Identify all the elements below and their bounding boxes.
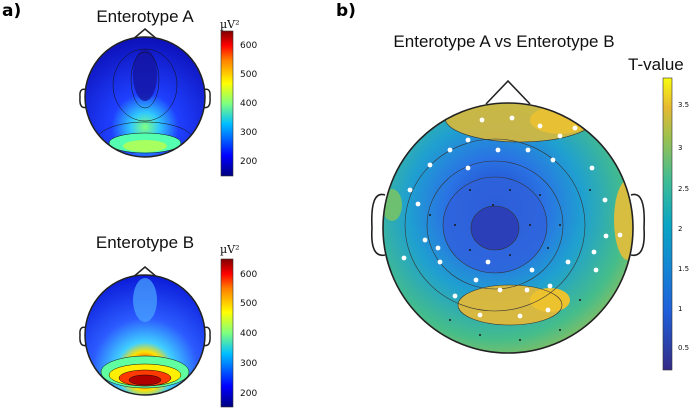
electrode-dot (559, 329, 561, 331)
electrode-dot (429, 214, 431, 216)
significant-electrode-dot (485, 259, 491, 265)
significant-electrode-dot (407, 187, 413, 193)
head-right-ear-outline (630, 193, 646, 257)
significant-electrode-dot (427, 162, 433, 168)
electrode-dot (539, 194, 541, 196)
colorbar-t-tick-2-5: 2.5 (678, 185, 689, 193)
significant-electrode-dot (465, 137, 471, 143)
significant-electrode-dot (545, 307, 551, 313)
colorbar-t-label: T-value (628, 55, 684, 74)
colorbar-b-tick-200: 200 (240, 389, 257, 399)
significant-electrode-dot (524, 287, 530, 293)
significant-electrode-dot (593, 267, 599, 273)
electrode-dot (579, 299, 581, 301)
colorbar-t-tick-1-5: 1.5 (678, 265, 689, 273)
panel-label-a: a) (2, 1, 21, 21)
head-nose-outline (131, 28, 159, 41)
significant-electrode-dot (509, 115, 515, 121)
significant-electrode-dot (525, 147, 531, 153)
significant-electrode-dot (603, 233, 609, 239)
electrode-dot (454, 224, 456, 226)
colorbar-b-unit: µV² (220, 243, 240, 256)
map-t-surface (383, 103, 633, 353)
significant-electrode-dot (557, 133, 563, 139)
electrode-dot (559, 224, 561, 226)
electrode-dot (469, 249, 471, 251)
electrode-markers (401, 115, 623, 341)
head-left-ear-outline (79, 88, 88, 109)
topomap-enterotype-a: Enterotype A (79, 7, 211, 158)
significant-electrode-dot (422, 237, 428, 243)
head-right-ear-outline (202, 326, 211, 347)
colorbar-b-tick-500: 500 (240, 299, 257, 309)
colorbar-b-tick-300: 300 (240, 359, 257, 369)
electrode-dot (469, 189, 471, 191)
electrode-dot (547, 247, 549, 249)
significant-electrode-dot (550, 157, 556, 163)
colorbar-t-tick-0-5: 0.5 (678, 344, 689, 352)
significant-electrode-dot (572, 125, 578, 131)
electrode-dot (519, 339, 521, 341)
significant-electrode-dot (589, 165, 595, 171)
significant-electrode-dot (565, 259, 571, 265)
colorbar-a-unit: µV² (220, 18, 240, 31)
colorbar-t-tick-3-5: 3.5 (678, 101, 689, 109)
significant-electrode-dot (591, 249, 597, 255)
significant-electrode-dot (529, 267, 535, 273)
electrode-dot (509, 189, 511, 191)
topomap-enterotype-b: Enterotype B (79, 233, 211, 396)
colorbar-t-tick-3: 3 (678, 144, 682, 152)
electrode-dot (589, 189, 591, 191)
electrode-dot (479, 334, 481, 336)
colorbar-a-tick-500: 500 (240, 70, 257, 80)
colorbar-t: T-value 3.5 3 2.5 2 1.5 1 0.5 (628, 55, 689, 371)
colorbar-b-tick-400: 400 (240, 329, 257, 339)
significant-electrode-dot (517, 313, 523, 319)
colorbar-b: µV² 600 500 400 300 200 (220, 243, 257, 408)
head-right-ear-outline (202, 88, 211, 109)
colorbar-a-tick-400: 400 (240, 99, 257, 109)
electrode-dot (529, 224, 531, 226)
significant-electrode-dot (547, 283, 553, 289)
colorbar-a-tick-600: 600 (240, 41, 257, 51)
colorbar-a-tick-200: 200 (240, 157, 257, 167)
map-a-surface (85, 37, 205, 157)
map-b-surface (85, 275, 205, 395)
head-nose-outline (131, 266, 159, 279)
panel-label-b: b) (336, 1, 356, 21)
colorbar-b-tick-600: 600 (240, 270, 257, 280)
topomap-t-values (370, 79, 646, 354)
significant-electrode-dot (465, 165, 471, 171)
head-left-ear-outline (79, 326, 88, 347)
significant-electrode-dot (473, 277, 479, 283)
significant-electrode-dot (437, 259, 443, 265)
electrode-dot (449, 319, 451, 321)
significant-electrode-dot (401, 255, 407, 261)
map-b-title: Enterotype B (96, 233, 194, 252)
significant-electrode-dot (452, 293, 458, 299)
significant-electrode-dot (479, 117, 485, 123)
colorbar-a-tick-300: 300 (240, 128, 257, 138)
significant-electrode-dot (537, 123, 543, 129)
significant-electrode-dot (617, 232, 623, 238)
colorbar-t-tick-2: 2 (678, 225, 682, 233)
head-nose-outline (485, 79, 531, 105)
significant-electrode-dot (497, 287, 503, 293)
significant-electrode-dot (495, 147, 501, 153)
significant-electrode-dot (447, 147, 453, 153)
electrode-dot (509, 254, 511, 256)
significant-electrode-dot (435, 245, 441, 251)
electrode-dot (492, 204, 494, 206)
colorbar-t-tick-1: 1 (678, 305, 682, 313)
significant-electrode-dot (602, 197, 608, 203)
map-t-title: Enterotype A vs Enterotype B (393, 32, 614, 51)
significant-electrode-dot (415, 201, 421, 207)
map-a-title: Enterotype A (96, 7, 194, 26)
head-left-ear-outline (370, 193, 386, 257)
significant-electrode-dot (477, 312, 483, 318)
colorbar-a: µV² 600 500 400 300 200 (220, 18, 257, 177)
